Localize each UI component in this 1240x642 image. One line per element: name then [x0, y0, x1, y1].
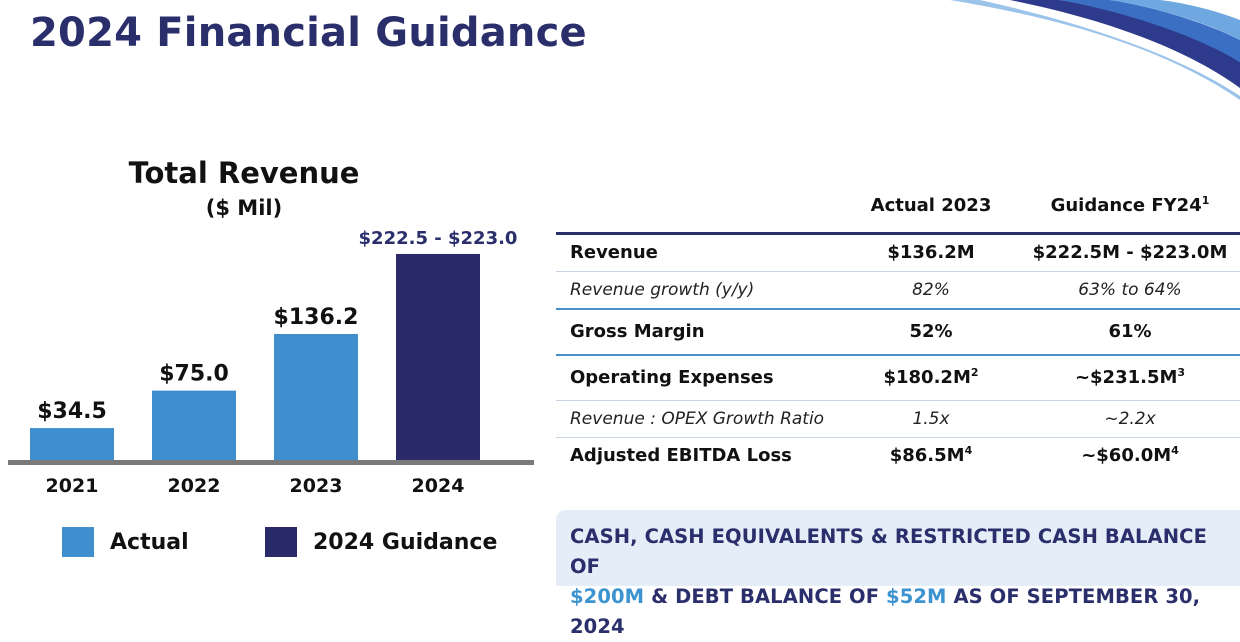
row-guidance-fy24: ~$60.0M4: [1081, 444, 1179, 466]
row-label: Adjusted EBITDA Loss: [570, 445, 792, 466]
table-row: Revenue growth (y/y) 82% 63% to 64%: [556, 272, 1240, 310]
bar-2024: [396, 253, 480, 460]
table-row: Adjusted EBITDA Loss $86.5M4 ~$60.0M4: [556, 438, 1240, 474]
bar-2023: [274, 334, 358, 460]
table-row: Revenue : OPEX Growth Ratio 1.5x ~2.2x: [556, 401, 1240, 438]
legend-swatch-guidance: [265, 527, 297, 557]
callout-text-1: CASH, CASH EQUIVALENTS & RESTRICTED CASH…: [570, 525, 1207, 578]
chart-title: Total Revenue: [128, 156, 360, 190]
row-guidance-fy24: 63% to 64%: [1078, 280, 1182, 300]
table-header-actual: Actual 2023: [870, 195, 992, 216]
callout-cash-value: $200M: [570, 585, 645, 608]
footnote-marker: 4: [964, 444, 973, 457]
row-actual-2023: 1.5x: [912, 409, 950, 429]
legend-swatch-actual: [62, 527, 94, 557]
footnote-marker: 1: [1201, 194, 1210, 207]
bar-value-label: $34.5: [37, 399, 107, 424]
x-tick-label: 2021: [46, 475, 99, 497]
legend-item-guidance: 2024 Guidance: [265, 527, 497, 557]
x-tick-label: 2022: [168, 475, 221, 497]
row-guidance-fy24: 61%: [1108, 321, 1152, 342]
cash-balance-callout: CASH, CASH EQUIVALENTS & RESTRICTED CASH…: [556, 510, 1240, 638]
row-label: Operating Expenses: [570, 367, 774, 388]
row-label: Revenue: [570, 242, 658, 263]
callout-text-2: & DEBT BALANCE OF: [651, 585, 880, 608]
footnote-marker: 2: [970, 366, 979, 379]
table-header-row: Actual 2023 Guidance FY241: [556, 188, 1240, 235]
x-tick-label: 2024: [412, 475, 465, 497]
row-label: Gross Margin: [570, 321, 705, 342]
x-tick-label: 2023: [290, 475, 343, 497]
row-actual-2023: $180.2M2: [883, 366, 979, 388]
row-guidance-fy24: ~2.2x: [1104, 409, 1156, 429]
legend-item-actual: Actual: [62, 527, 189, 557]
table-row: Revenue $136.2M $222.5M - $223.0M: [556, 235, 1240, 272]
table-body: Revenue $136.2M $222.5M - $223.0M Revenue g…: [556, 235, 1240, 474]
legend-label-actual: Actual: [110, 529, 189, 555]
row-label: Revenue growth (y/y): [570, 280, 755, 300]
footnote-marker: 4: [1171, 444, 1179, 457]
legend-label-guidance: 2024 Guidance: [313, 529, 498, 555]
bar-2021: [30, 428, 114, 460]
row-actual-2023: $86.5M4: [889, 444, 973, 466]
corner-swoosh-decoration: [950, 0, 1240, 100]
bar-value-label: $222.5 - $223.0: [359, 228, 518, 249]
row-label: Revenue : OPEX Growth Ratio: [570, 409, 825, 429]
bar-2022: [152, 390, 236, 460]
chart-subtitle: ($ Mil): [205, 196, 283, 220]
table-row: Gross Margin 52% 61%: [556, 310, 1240, 356]
row-actual-2023: $136.2M: [887, 242, 975, 263]
table-header-guidance: Guidance FY241: [1050, 194, 1210, 216]
financial-guidance-table: Actual 2023 Guidance FY241 Revenue $136.2…: [556, 188, 1240, 474]
x-axis-line: [8, 460, 534, 465]
table-row: Operating Expenses $180.2M2 ~$231.5M3: [556, 356, 1240, 401]
page-title: 2024 Financial Guidance: [30, 10, 587, 56]
bar-value-label: $75.0: [159, 362, 229, 387]
row-guidance-fy24: ~$231.5M3: [1074, 366, 1186, 388]
row-actual-2023: 82%: [912, 280, 950, 300]
row-guidance-fy24: $222.5M - $223.0M: [1032, 242, 1228, 263]
callout-debt-value: $52M: [886, 585, 947, 608]
revenue-bar-chart: $34.5 2021 $75.0 2022 $136.2 2023 $222.5 - $22…: [8, 228, 534, 497]
row-actual-2023: 52%: [909, 321, 953, 342]
footnote-marker: 3: [1177, 366, 1186, 379]
bar-value-label: $136.2: [274, 305, 359, 330]
